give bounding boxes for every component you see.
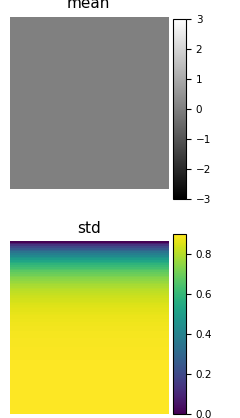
Title: std: std xyxy=(77,221,101,236)
Title: mean: mean xyxy=(67,0,110,11)
